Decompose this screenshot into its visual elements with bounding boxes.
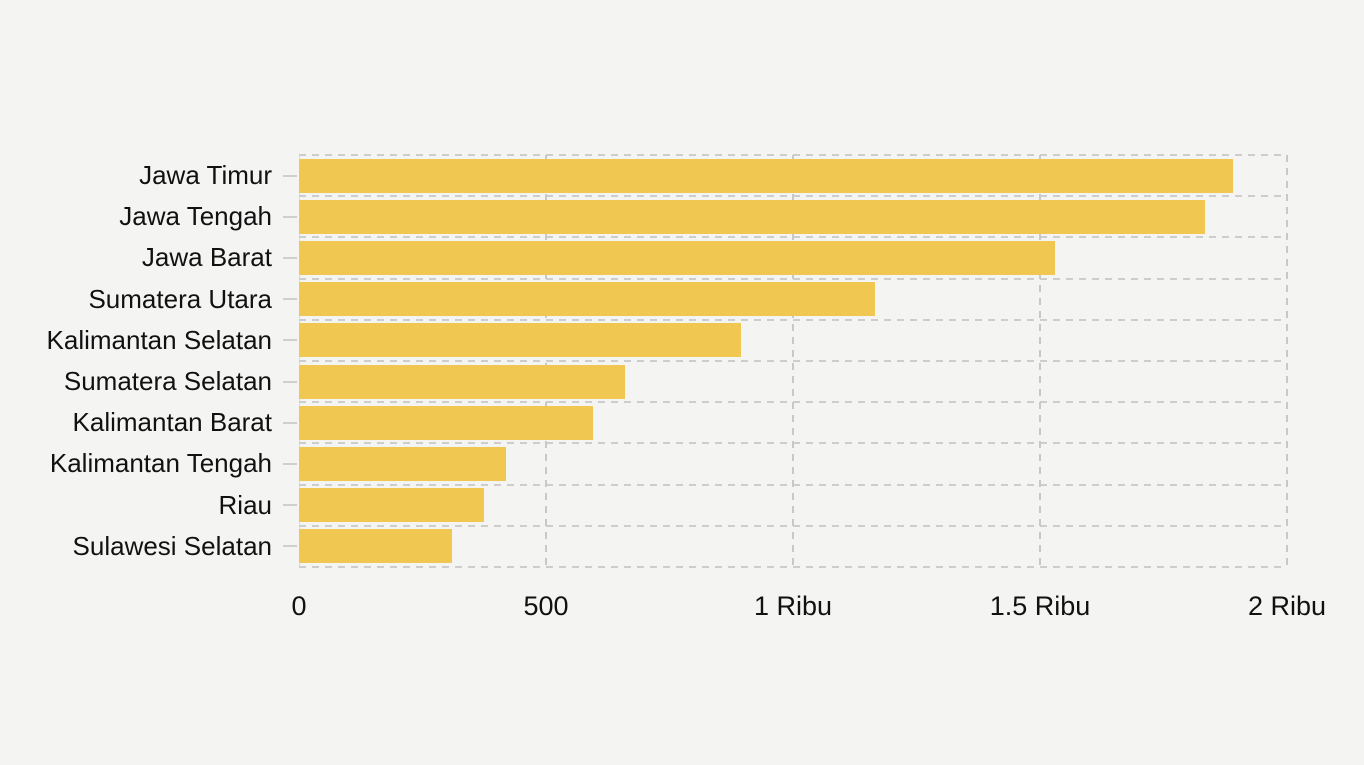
bar-jawa-tengah[interactable] [299,199,1206,234]
x-axis-label: 500 [523,591,569,621]
y-axis-label: Sulawesi Selatan [72,530,272,561]
x-axis-label: 1.5 Ribu [989,591,1091,621]
plot-area [299,154,1288,568]
bar-sumatera-utara[interactable] [299,282,875,317]
bar-sulawesi-selatan[interactable] [299,529,453,564]
y-axis-tick [283,298,297,301]
y-axis-tick [283,339,297,342]
y-axis-tick [283,215,297,218]
y-axis-label: Kalimantan Tengah [49,448,272,479]
y-axis-tick [283,421,297,424]
y-axis-label: Riau [218,489,272,520]
y-axis-label: Jawa Timur [139,160,272,191]
bar-kalimantan-selatan[interactable] [299,323,742,358]
x-axis-label: 0 [291,591,307,621]
bar-kalimantan-barat[interactable] [299,405,593,440]
y-axis-label: Jawa Tengah [119,201,272,232]
x-axis-label: 2 Ribu [1247,591,1327,621]
gridline-vertical [1039,155,1041,567]
x-axis-label: 1 Ribu [753,591,833,621]
gridline-horizontal [299,566,1287,568]
y-axis-label: Jawa Barat [141,242,272,273]
y-axis-tick [283,174,297,177]
gridline-vertical [545,155,547,567]
y-axis-label: Kalimantan Barat [72,407,272,438]
y-axis-label: Sumatera Selatan [63,366,272,397]
y-axis-tick [283,545,297,548]
y-axis-label: Kalimantan Selatan [46,324,272,355]
y-axis-tick [283,504,297,507]
bar-jawa-barat[interactable] [299,241,1055,275]
bar-jawa-timur[interactable] [299,158,1233,193]
y-axis-tick [283,463,297,465]
y-axis-tick [283,380,297,383]
bar-kalimantan-tengah[interactable] [299,447,507,481]
y-axis-label: Sumatera Utara [88,283,272,314]
bar-sumatera-selatan[interactable] [299,364,626,399]
y-axis-tick [283,257,297,259]
gridline-vertical [1286,155,1288,567]
bar-riau[interactable] [299,488,485,523]
gridline-vertical [792,155,794,567]
